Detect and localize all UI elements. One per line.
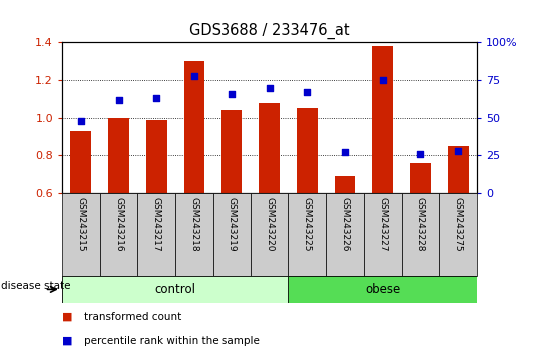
Point bbox=[303, 89, 312, 95]
Text: disease state: disease state bbox=[1, 281, 71, 291]
Point bbox=[77, 118, 85, 124]
Bar bbox=[213, 193, 251, 276]
Bar bbox=[288, 193, 326, 276]
Point bbox=[114, 97, 123, 103]
Point bbox=[341, 149, 349, 155]
Text: percentile rank within the sample: percentile rank within the sample bbox=[84, 336, 259, 346]
Bar bbox=[288, 276, 477, 303]
Text: obese: obese bbox=[365, 283, 400, 296]
Bar bbox=[137, 193, 175, 276]
Point bbox=[416, 151, 425, 156]
Text: GSM243219: GSM243219 bbox=[227, 197, 236, 252]
Bar bbox=[62, 276, 288, 303]
Point bbox=[227, 91, 236, 96]
Text: GSM243275: GSM243275 bbox=[454, 197, 462, 252]
Text: GSM243215: GSM243215 bbox=[77, 197, 85, 252]
Text: GSM243217: GSM243217 bbox=[152, 197, 161, 252]
Text: control: control bbox=[155, 283, 196, 296]
Text: GSM243220: GSM243220 bbox=[265, 197, 274, 252]
Bar bbox=[372, 46, 393, 193]
Text: GSM243216: GSM243216 bbox=[114, 197, 123, 252]
Bar bbox=[108, 118, 129, 193]
Bar bbox=[251, 193, 288, 276]
Bar bbox=[297, 108, 317, 193]
Bar bbox=[175, 193, 213, 276]
Bar bbox=[410, 163, 431, 193]
Point bbox=[378, 77, 387, 83]
Bar bbox=[146, 120, 167, 193]
Bar bbox=[326, 193, 364, 276]
Text: ■: ■ bbox=[62, 312, 72, 322]
Bar bbox=[439, 193, 477, 276]
Text: ■: ■ bbox=[62, 336, 72, 346]
Bar bbox=[184, 61, 204, 193]
Bar bbox=[62, 193, 100, 276]
Bar bbox=[259, 103, 280, 193]
Point bbox=[152, 95, 161, 101]
Bar bbox=[448, 146, 468, 193]
Text: transformed count: transformed count bbox=[84, 312, 181, 322]
Bar bbox=[100, 193, 137, 276]
Text: GSM243226: GSM243226 bbox=[341, 197, 349, 252]
Point bbox=[454, 148, 462, 154]
Text: GSM243225: GSM243225 bbox=[303, 197, 312, 252]
Bar bbox=[402, 193, 439, 276]
Text: GDS3688 / 233476_at: GDS3688 / 233476_at bbox=[189, 23, 350, 39]
Point bbox=[190, 73, 198, 79]
Bar bbox=[222, 110, 242, 193]
Bar bbox=[364, 193, 402, 276]
Point bbox=[265, 85, 274, 91]
Text: GSM243218: GSM243218 bbox=[190, 197, 198, 252]
Bar bbox=[335, 176, 355, 193]
Text: GSM243228: GSM243228 bbox=[416, 197, 425, 252]
Bar bbox=[71, 131, 91, 193]
Text: GSM243227: GSM243227 bbox=[378, 197, 387, 252]
